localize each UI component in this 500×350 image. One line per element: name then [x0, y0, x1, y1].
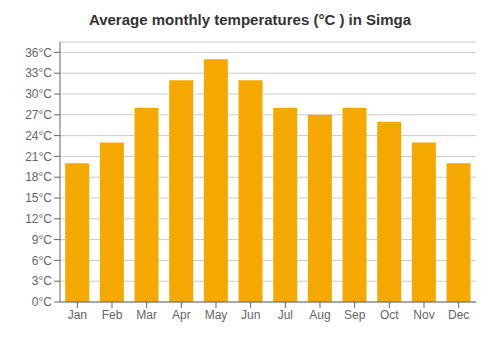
svg-text:Aug: Aug	[309, 308, 330, 322]
svg-text:Jun: Jun	[241, 308, 260, 322]
svg-text:24°C: 24°C	[25, 129, 52, 143]
svg-text:0°C: 0°C	[32, 295, 52, 309]
svg-text:18°C: 18°C	[25, 170, 52, 184]
svg-text:33°C: 33°C	[25, 66, 52, 80]
svg-text:3°C: 3°C	[32, 274, 52, 288]
svg-text:9°C: 9°C	[32, 233, 52, 247]
svg-text:6°C: 6°C	[32, 254, 52, 268]
svg-text:27°C: 27°C	[25, 108, 52, 122]
svg-text:30°C: 30°C	[25, 87, 52, 101]
svg-text:12°C: 12°C	[25, 212, 52, 226]
svg-text:Nov: Nov	[413, 308, 434, 322]
svg-text:May: May	[205, 308, 228, 322]
svg-text:Mar: Mar	[136, 308, 157, 322]
svg-text:Jul: Jul	[278, 308, 293, 322]
html-text:Average monthly temperatures (: Average monthly temperatures (°C ) in Si…	[88, 11, 412, 28]
svg-text:Oct: Oct	[380, 308, 399, 322]
svg-text:21°C: 21°C	[25, 150, 52, 164]
svg-text:Jan: Jan	[68, 308, 87, 322]
svg-text:15°C: 15°C	[25, 191, 52, 205]
svg-text:Sep: Sep	[344, 308, 366, 322]
svg-text:Apr: Apr	[172, 308, 191, 322]
svg-text:Feb: Feb	[102, 308, 123, 322]
svg-text:Dec: Dec	[448, 308, 469, 322]
svg-text:36°C: 36°C	[25, 46, 52, 60]
